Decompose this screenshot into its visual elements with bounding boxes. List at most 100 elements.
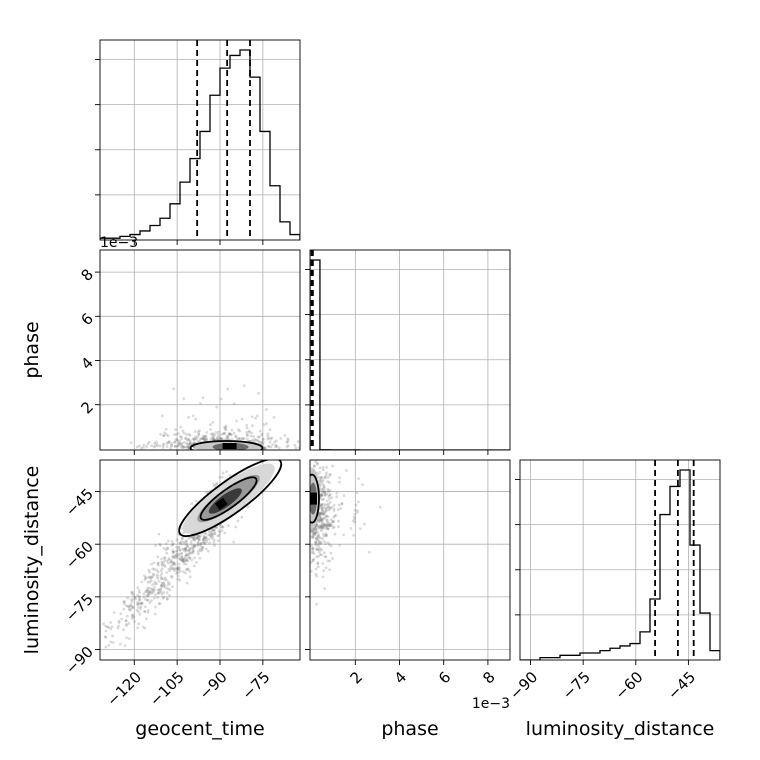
sample-point (181, 429, 185, 433)
sample-point (137, 595, 141, 599)
sample-point (137, 606, 140, 609)
sample-point (260, 441, 264, 445)
sample-point (220, 525, 224, 529)
sample-point (171, 551, 175, 555)
sample-point (163, 431, 167, 435)
sample-point (160, 581, 164, 585)
sample-point (196, 541, 200, 544)
sample-point (140, 446, 143, 450)
sample-point (323, 491, 326, 494)
sample-point (353, 512, 357, 516)
sample-point (122, 600, 126, 604)
sample-point (199, 437, 203, 440)
sample-point (310, 529, 314, 532)
sample-point (250, 431, 253, 435)
sample-point (316, 462, 319, 466)
sample-point (362, 522, 366, 526)
sample-point (258, 435, 261, 439)
sample-point (328, 489, 332, 492)
sample-point (277, 446, 281, 450)
sample-point (174, 438, 178, 442)
sample-point (165, 551, 169, 555)
sample-point (179, 425, 183, 429)
sample-point (191, 549, 195, 553)
sample-point (176, 567, 180, 570)
sample-point (317, 519, 321, 523)
sample-point (320, 493, 324, 497)
sample-point (328, 500, 332, 504)
sample-point (193, 437, 197, 441)
sample-point (216, 534, 220, 538)
sample-point (150, 575, 153, 579)
sample-point (203, 535, 206, 539)
sample-point (203, 536, 207, 540)
sample-point (355, 511, 359, 514)
sample-point (335, 443, 338, 446)
y-tick-label: −90 (62, 643, 97, 678)
sample-point (201, 547, 204, 550)
sample-point (134, 597, 138, 601)
sample-point (124, 623, 128, 626)
sample-point (311, 529, 315, 533)
sample-point (156, 562, 160, 565)
sample-point (210, 532, 214, 536)
sample-point (158, 542, 162, 546)
sample-point (188, 443, 191, 447)
sample-point (204, 535, 208, 539)
sample-point (171, 549, 175, 553)
sample-point (171, 560, 175, 564)
sample-point (179, 445, 183, 449)
sample-point (319, 512, 322, 516)
sample-point (337, 525, 340, 528)
y-tick-label: 2 (78, 398, 97, 417)
sample-point (321, 466, 325, 469)
sample-point (323, 493, 327, 497)
sample-point (311, 559, 315, 562)
sample-point (162, 563, 166, 567)
sample-point (152, 445, 156, 449)
sample-point (106, 625, 109, 629)
sample-point (218, 475, 222, 479)
sample-point (180, 444, 184, 448)
sample-point (186, 555, 190, 559)
sample-point (322, 534, 326, 538)
sample-point (318, 553, 322, 556)
sample-point (152, 573, 156, 577)
sample-point (155, 440, 158, 444)
sample-point (322, 484, 326, 488)
sample-point (199, 543, 202, 547)
sample-point (146, 610, 150, 614)
sample-point (195, 437, 199, 441)
sample-point (316, 565, 320, 569)
sample-point (175, 445, 179, 448)
sample-point (326, 487, 330, 491)
sample-point (234, 525, 238, 529)
sample-point (269, 445, 273, 449)
sample-point (173, 563, 177, 566)
sample-point (213, 528, 217, 532)
sample-point (317, 548, 321, 552)
sample-point (247, 430, 251, 434)
sample-point (166, 440, 170, 444)
sample-point (318, 513, 322, 517)
sample-point (175, 555, 179, 559)
sample-point (329, 551, 333, 555)
x-tick-label: −60 (611, 668, 646, 703)
sample-point (144, 617, 148, 621)
sample-point (146, 442, 150, 446)
sample-point (143, 609, 147, 613)
sample-point (199, 549, 203, 553)
sample-point (171, 542, 175, 546)
sample-point (185, 445, 189, 449)
sample-point (328, 472, 332, 476)
sample-point (211, 535, 215, 539)
sample-point (317, 519, 321, 523)
sample-point (320, 518, 323, 522)
sample-point (152, 568, 156, 571)
sample-point (137, 610, 140, 614)
sample-point (119, 612, 123, 616)
sample-point (315, 555, 319, 559)
sample-point (237, 428, 240, 432)
sample-point (162, 556, 166, 560)
sample-point (162, 442, 165, 446)
